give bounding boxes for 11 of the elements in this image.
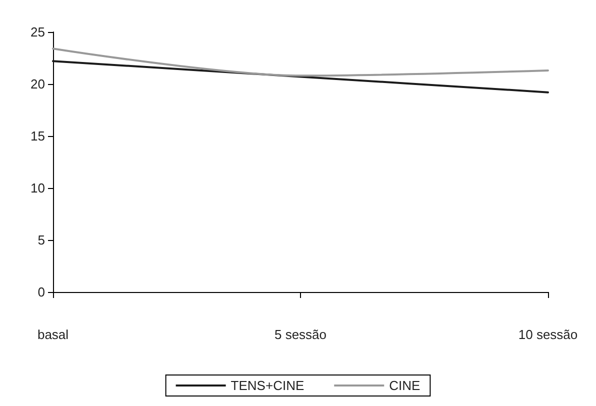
- y-tick-label: 10: [30, 180, 45, 196]
- x-tick-label: 5 sessão: [274, 327, 327, 342]
- legend-label: CINE: [389, 378, 421, 393]
- y-tick-label: 15: [30, 128, 45, 144]
- y-tick-label: 20: [30, 76, 45, 92]
- y-tick-label: 5: [38, 232, 45, 248]
- x-tick-label: basal: [37, 327, 69, 342]
- y-tick-label: 0: [38, 284, 45, 300]
- legend-label: TENS+CINE: [230, 378, 304, 393]
- y-tick-label: 25: [30, 24, 45, 40]
- x-tick-label: 10 sessão: [518, 327, 578, 342]
